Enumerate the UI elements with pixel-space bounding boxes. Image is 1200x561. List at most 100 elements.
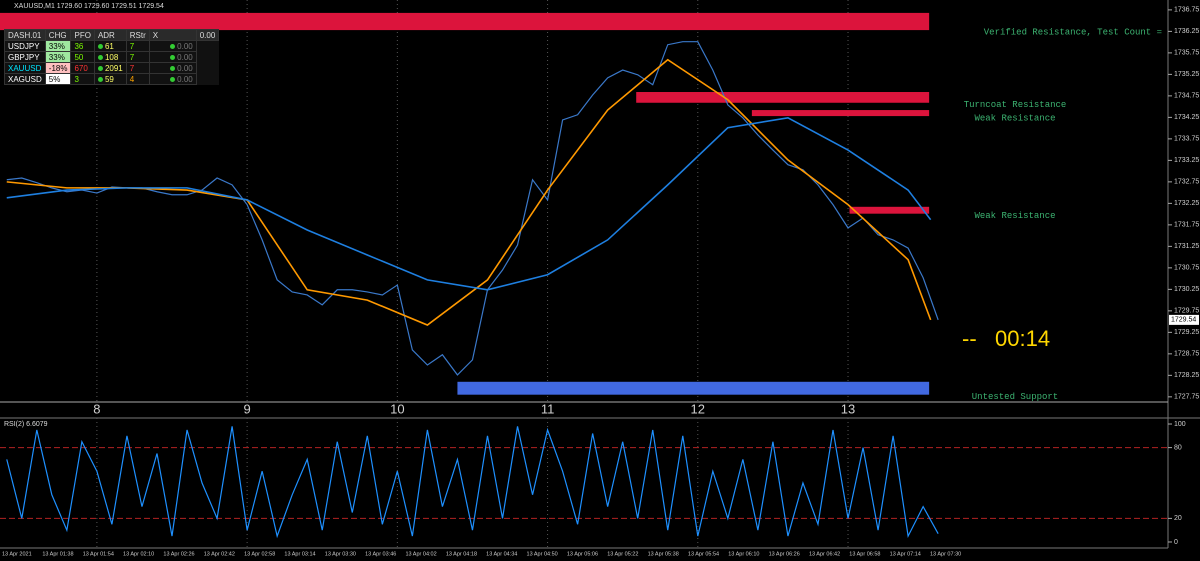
zone-label: Untested Support bbox=[972, 392, 1058, 402]
y-tick-label: 1735.25 bbox=[1174, 71, 1199, 78]
time-label: 13 Apr 01:38 bbox=[42, 551, 73, 557]
dashboard-cell: 50 bbox=[70, 51, 95, 63]
dashboard-cell: 0.00 bbox=[148, 51, 197, 63]
cell-text: 7 bbox=[129, 52, 135, 62]
zone-label: Turncoat Resistance bbox=[964, 100, 1067, 110]
dashboard-cell: 3 bbox=[70, 73, 95, 85]
cell-text: 0.00 bbox=[177, 41, 193, 51]
time-label: 13 Apr 05:06 bbox=[567, 551, 598, 557]
x-tick-label: 10 bbox=[390, 401, 404, 416]
status-dot bbox=[170, 65, 176, 71]
y-tick-label: 1730.25 bbox=[1174, 286, 1199, 293]
y-tick-label: 1736.25 bbox=[1174, 28, 1199, 35]
dashboard-row: GBPJPY 33% 50 108 7 0.00 bbox=[4, 51, 219, 63]
dashboard-header-cell: ADR bbox=[93, 29, 127, 41]
y-tick-label: 1733.75 bbox=[1174, 136, 1199, 143]
y-tick-label: 1734.25 bbox=[1174, 114, 1199, 121]
zone-label: Weak Resistance bbox=[974, 211, 1055, 221]
x-tick-label: 13 bbox=[841, 401, 855, 416]
status-dot bbox=[97, 76, 103, 82]
cell-text: 5% bbox=[48, 74, 61, 84]
cell-text: 36 bbox=[74, 41, 84, 51]
y-tick-label: 1734.75 bbox=[1174, 93, 1199, 100]
dashboard-cell: 33% bbox=[44, 40, 72, 52]
status-dot bbox=[170, 43, 176, 49]
cell-text: 0.00 bbox=[177, 74, 193, 84]
cell-text: 7 bbox=[129, 63, 135, 73]
series-line bbox=[6, 426, 939, 539]
cell-text: 0.00 bbox=[177, 63, 193, 73]
y-tick-label: 80 bbox=[1174, 444, 1182, 451]
dashboard-cell: GBPJPY bbox=[4, 51, 46, 63]
dashboard-cell: -18% bbox=[44, 62, 72, 74]
dashboard-cell: 670 bbox=[70, 62, 95, 74]
dashboard-row: USDJPY 33% 36 61 7 0.00 bbox=[4, 40, 219, 52]
time-label: 13 Apr 06:42 bbox=[809, 551, 840, 557]
y-tick-label: 1729.75 bbox=[1174, 308, 1199, 315]
x-tick-label: 8 bbox=[93, 401, 100, 416]
zone bbox=[849, 206, 930, 214]
dashboard-cell: USDJPY bbox=[4, 40, 46, 52]
cell-text: 3 bbox=[74, 74, 79, 84]
status-dot bbox=[170, 76, 176, 82]
cell-text: -18% bbox=[48, 63, 68, 73]
time-label: 13 Apr 07:30 bbox=[930, 551, 961, 557]
y-tick-label: 1732.75 bbox=[1174, 179, 1199, 186]
status-dot bbox=[170, 54, 176, 60]
cell-text: XAUUSD bbox=[8, 63, 42, 73]
y-tick-label: 0 bbox=[1174, 539, 1178, 546]
chart-title: XAUUSD,M1 1729.60 1729.60 1729.51 1729.5… bbox=[14, 3, 164, 10]
time-label: 13 Apr 03:46 bbox=[365, 551, 396, 557]
cell-text: 33% bbox=[48, 41, 65, 51]
dashboard-cell: 0.00 bbox=[148, 62, 197, 74]
cell-text: XAGUSD bbox=[8, 74, 42, 84]
zone bbox=[751, 110, 930, 117]
cell-text: 4 bbox=[129, 74, 135, 84]
dashboard-header-cell: RStr bbox=[125, 29, 150, 41]
dashboard: DASH.01 CHG PFO ADR RStr X 0.00 USDJPY 33% 36 61 7 0… bbox=[4, 29, 220, 85]
y-tick-label: 1731.25 bbox=[1174, 243, 1199, 250]
rsi-title: RSI(2) 6.6079 bbox=[4, 421, 48, 428]
zone bbox=[457, 381, 930, 395]
dashboard-cell: 4 bbox=[125, 73, 150, 85]
time-label: 13 Apr 02:42 bbox=[204, 551, 235, 557]
dashboard-cell: 33% bbox=[44, 51, 72, 63]
series-line bbox=[6, 41, 939, 376]
time-label: 13 Apr 06:58 bbox=[849, 551, 880, 557]
dashboard-cell: 7 bbox=[125, 40, 150, 52]
x-tick-label: 12 bbox=[691, 401, 705, 416]
time-label: 13 Apr 01:54 bbox=[83, 551, 114, 557]
dashboard-cell: 5% bbox=[44, 73, 72, 85]
y-tick-label: 1736.75 bbox=[1174, 7, 1199, 14]
dashboard-header-cell: 0.00 bbox=[195, 29, 220, 41]
cell-text: 670 bbox=[74, 63, 88, 73]
cell-text: 33% bbox=[48, 52, 65, 62]
cell-text: 7 bbox=[129, 41, 135, 51]
cell-text: 2091 bbox=[104, 63, 123, 73]
cell-text: 59 bbox=[104, 74, 114, 84]
y-tick-label: 20 bbox=[1174, 515, 1182, 522]
y-tick-label: 1732.25 bbox=[1174, 200, 1199, 207]
dashboard-header-cell: PFO bbox=[70, 29, 95, 41]
dashboard-cell: XAGUSD bbox=[4, 73, 46, 85]
y-tick-label: 1727.75 bbox=[1174, 394, 1199, 401]
time-label: 13 Apr 04:02 bbox=[405, 551, 436, 557]
series-line bbox=[6, 58, 932, 326]
dashboard-cell: 0.00 bbox=[148, 73, 197, 85]
timer-prefix: -- bbox=[962, 326, 977, 351]
dashboard-row: XAGUSD 5% 3 59 4 0.00 bbox=[4, 73, 219, 85]
y-tick-label: 1728.75 bbox=[1174, 351, 1199, 358]
dashboard-cell: 61 bbox=[93, 40, 127, 52]
y-tick-label: 1728.25 bbox=[1174, 372, 1199, 379]
dashboard-cell: XAUUSD bbox=[4, 62, 46, 74]
time-label: 13 Apr 03:14 bbox=[284, 551, 315, 557]
dashboard-cell: 7 bbox=[125, 51, 150, 63]
timer: 00:14 bbox=[995, 326, 1050, 351]
dashboard-cell: 0.00 bbox=[148, 40, 197, 52]
x-tick-label: 9 bbox=[244, 401, 251, 416]
status-dot bbox=[97, 54, 103, 60]
zone-label: Weak Resistance bbox=[974, 113, 1055, 123]
time-label: 13 Apr 05:22 bbox=[607, 551, 638, 557]
